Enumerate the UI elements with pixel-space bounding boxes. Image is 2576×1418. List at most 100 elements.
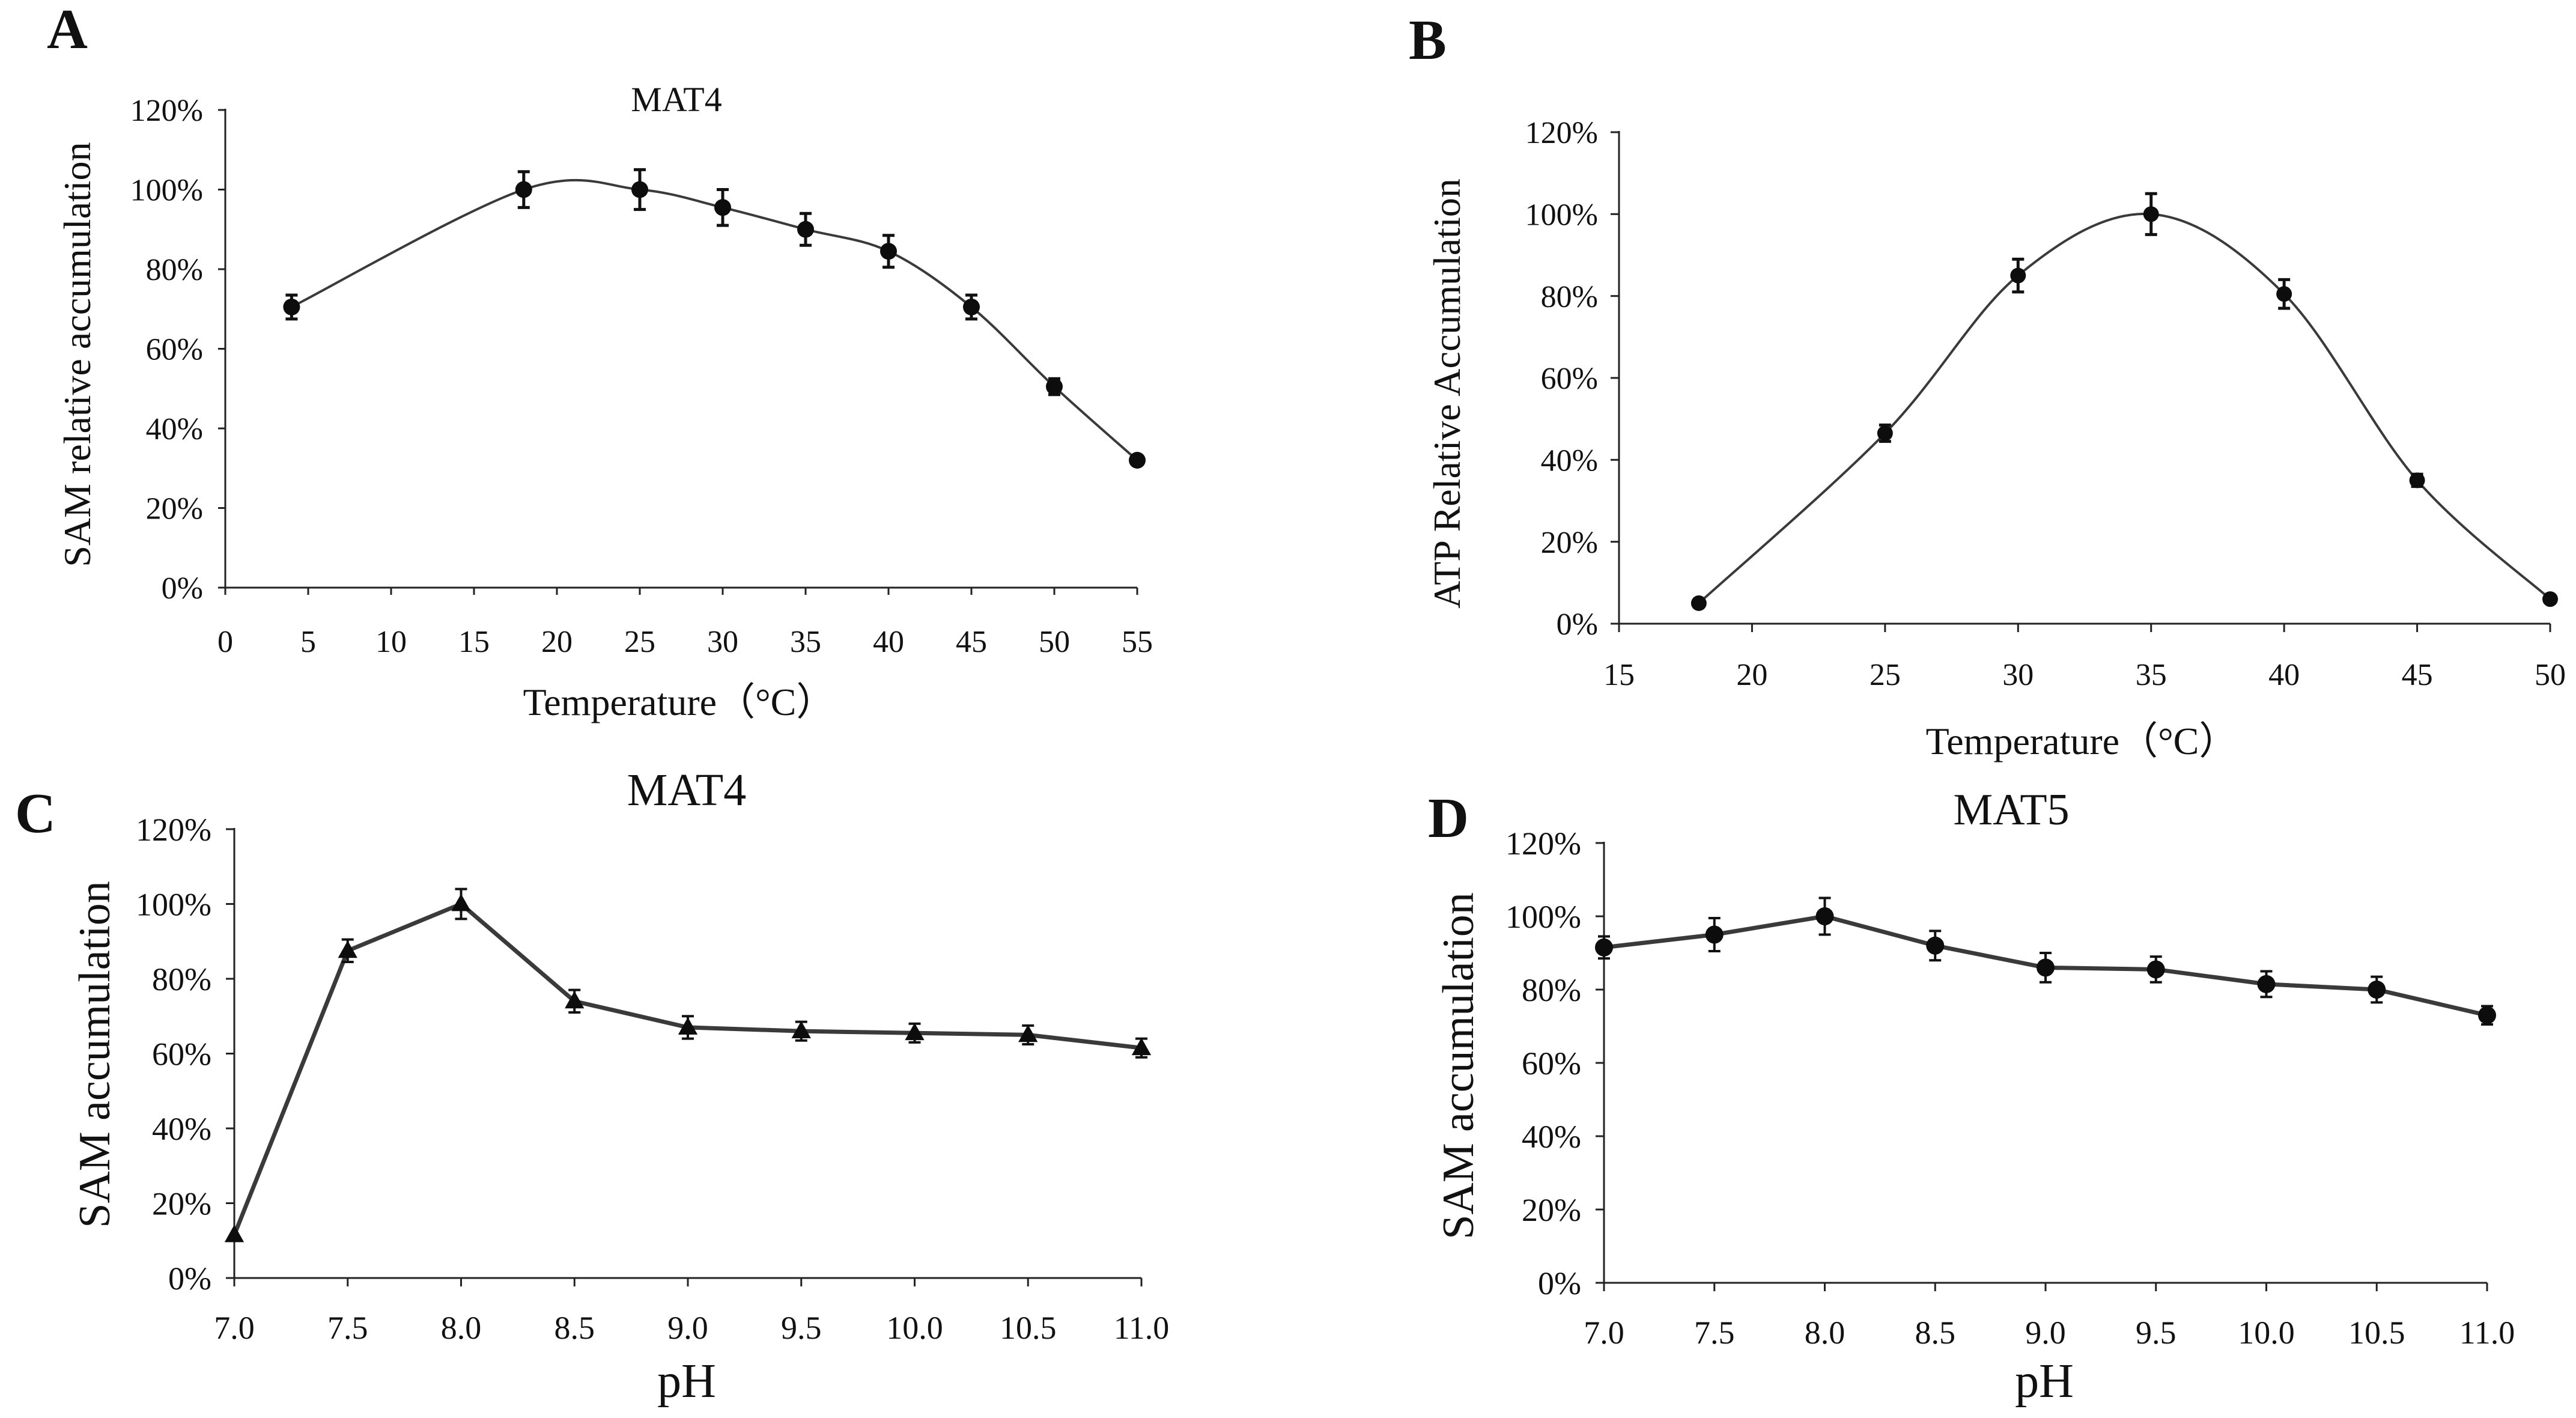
panel-b-x-tick-label: 30: [2002, 658, 2034, 692]
panel-a-x-tick-label: 45: [956, 625, 987, 659]
panel-c-data-point: [451, 893, 471, 911]
panel-c-x-tick-label: 10.0: [886, 1310, 943, 1346]
panel-c: C MAT4 pH SAM accumulation 0% 20% 40% 60% 80…: [15, 765, 1169, 1408]
panel-b-data-point: [2276, 286, 2292, 302]
panel-a-data-point: [1046, 378, 1063, 395]
panel-d-plot: 0% 20% 40% 60% 80% 100% 120% 7.0 7.5 8.0 8.5 9.0 9.5…: [1505, 826, 2515, 1351]
panel-b-x-tick-label: 25: [1870, 658, 1901, 692]
panel-a-x-tick-label: 10: [375, 625, 407, 659]
panel-c-x-tick-label: 8.0: [441, 1310, 482, 1346]
panel-a-y-axis-label: SAM relative accumulation: [56, 142, 99, 567]
panel-a-y-tick-label: 0%: [162, 571, 203, 606]
panel-d-data-point: [2257, 975, 2276, 993]
panel-a-data-point: [880, 243, 897, 260]
panel-b-y-tick-label: 100%: [1525, 198, 1598, 233]
panel-d-data-point: [1705, 925, 1724, 944]
panel-b-data-point: [2143, 206, 2159, 222]
panel-b-data-point: [2409, 472, 2425, 488]
panel-a-data-point: [797, 221, 814, 238]
panel-b-data-point: [1877, 425, 1893, 442]
panel-b-data-point: [2542, 591, 2558, 607]
panel-d-title: MAT5: [1953, 785, 2069, 835]
panel-a-x-tick-label: 50: [1039, 625, 1070, 659]
panel-a-x-tick-label: 0: [217, 625, 233, 659]
panel-b-y-tick-label: 40%: [1541, 444, 1598, 478]
panel-c-y-tick-label: 120%: [136, 812, 211, 848]
panel-a-x-axis-label: Temperature（°C）: [523, 681, 835, 723]
panel-b-x-tick-label: 20: [1736, 658, 1767, 692]
panel-d-data-point: [1595, 938, 1613, 957]
panel-b-x-tick-label: 45: [2402, 658, 2433, 692]
panel-b-y-tick-label: 120%: [1525, 116, 1598, 150]
panel-c-y-tick-label: 20%: [152, 1185, 211, 1222]
panel-d-y-tick-label: 120%: [1505, 826, 1581, 862]
panel-b-y-tick-label: 60%: [1541, 362, 1598, 396]
panel-c-data-point: [678, 1017, 698, 1035]
panel-a-data-point: [963, 298, 980, 315]
panel-b-plot: 0% 20% 40% 60% 80% 100% 120% 15 20 25 30 35 40 45 50: [1525, 116, 2566, 692]
panel-d-data-point: [1926, 936, 1945, 955]
panel-d-data-point: [2037, 958, 2055, 977]
panel-d-x-tick-label: 10.5: [2348, 1315, 2405, 1351]
panel-d-x-tick-label: 11.0: [2459, 1315, 2515, 1351]
panel-c-data-point: [791, 1021, 811, 1039]
panel-a: A MAT4 Temperature（°C） SAM relative accu…: [47, 0, 1153, 723]
panel-d-y-tick-label: 20%: [1522, 1192, 1581, 1228]
panel-a-data-point: [631, 181, 648, 198]
panel-d-data-point: [1815, 907, 1834, 925]
panel-a-x-tick-label: 40: [873, 625, 904, 659]
panel-d-x-tick-label: 9.0: [2025, 1315, 2066, 1351]
panel-a-y-tick-label: 20%: [146, 492, 203, 526]
panel-c-data-point: [905, 1023, 925, 1041]
panel-c-data-point: [1018, 1024, 1038, 1042]
panel-c-y-tick-label: 60%: [152, 1036, 211, 1072]
panel-b-data-point: [2010, 267, 2026, 284]
panel-b-y-tick-label: 20%: [1541, 526, 1598, 560]
panel-a-y-tick-label: 120%: [130, 94, 203, 128]
panel-d-data-point: [2146, 960, 2165, 979]
panel-c-x-tick-label: 9.5: [781, 1310, 822, 1346]
panel-c-data-point: [224, 1225, 245, 1243]
panel-a-title: MAT4: [631, 80, 721, 119]
panel-c-y-axis-label: SAM accumulation: [70, 881, 120, 1228]
panel-c-letter: C: [15, 782, 56, 845]
panel-a-x-tick-label: 55: [1122, 625, 1153, 659]
panel-d-y-tick-label: 0%: [1538, 1265, 1581, 1301]
panel-a-x-tick-label: 15: [458, 625, 490, 659]
panel-a-data-point: [714, 199, 731, 216]
panel-a-data-point: [283, 298, 300, 315]
panel-c-y-tick-label: 80%: [152, 961, 211, 997]
panel-c-y-tick-label: 0%: [168, 1261, 211, 1297]
panel-c-data-point: [338, 940, 357, 958]
panel-a-x-tick-label: 25: [624, 625, 655, 659]
panel-d-y-axis-label: SAM accumulation: [1434, 892, 1483, 1240]
panel-d-x-tick-label: 7.0: [1584, 1315, 1624, 1351]
panel-b-x-axis-label: Temperature（°C）: [1926, 720, 2238, 762]
panel-c-data-point: [1131, 1038, 1152, 1056]
panel-c-x-tick-label: 7.0: [214, 1310, 255, 1346]
panel-b-series-line: [1698, 212, 2551, 604]
panel-b-y-tick-label: 80%: [1541, 280, 1598, 314]
panel-d-letter: D: [1428, 787, 1469, 850]
panel-c-x-tick-label: 11.0: [1114, 1310, 1170, 1346]
panel-a-x-tick-label: 5: [300, 625, 316, 659]
panel-a-letter: A: [47, 0, 88, 61]
panel-d-x-tick-label: 7.5: [1694, 1315, 1735, 1351]
panel-a-y-tick-label: 40%: [146, 412, 203, 446]
panel-b-y-axis-label: ATP Relative Accumulation: [1426, 178, 1468, 609]
panel-d: D MAT5 pH SAM accumulation 0% 20% 40% 60% 80…: [1428, 785, 2515, 1408]
panel-a-y-tick-label: 80%: [146, 253, 203, 287]
panel-b-data-point: [1690, 595, 1707, 611]
panel-a-y-tick-label: 60%: [146, 333, 203, 367]
panel-c-x-tick-label: 8.5: [554, 1310, 595, 1346]
panel-c-x-axis-label: pH: [657, 1355, 716, 1408]
panel-c-y-tick-label: 100%: [136, 886, 211, 922]
panel-c-data-point: [565, 991, 585, 1009]
panel-d-y-tick-label: 40%: [1522, 1119, 1581, 1155]
panel-a-x-tick-label: 30: [707, 625, 738, 659]
panel-c-series-line: [232, 902, 1142, 1236]
panel-c-x-tick-label: 10.5: [1000, 1310, 1057, 1346]
panel-d-y-tick-label: 80%: [1522, 972, 1581, 1008]
panel-a-plot: 0% 20% 40% 60% 80% 100% 120% 0 5 10 15 20 25 30 35 40 45…: [130, 94, 1153, 659]
panel-b-y-tick-label: 0%: [1557, 607, 1598, 642]
